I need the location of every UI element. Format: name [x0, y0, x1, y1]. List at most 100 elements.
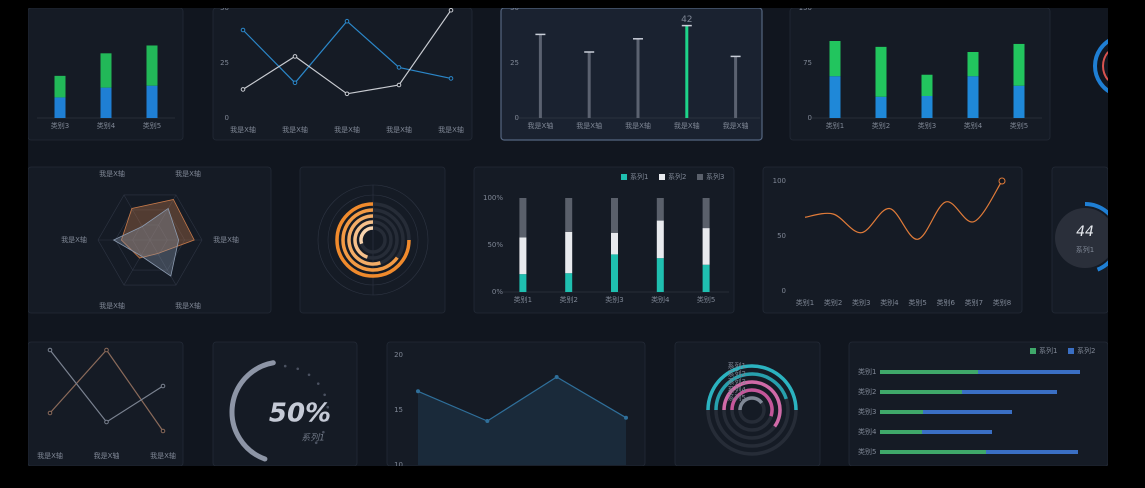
bar-segment: [565, 231, 573, 274]
bar-segment: [100, 87, 112, 118]
bar-segment: [880, 430, 922, 434]
y-tick-label: 150: [799, 4, 812, 12]
x-tick-label: 类别8: [993, 298, 1011, 307]
bar-segment: [880, 370, 978, 374]
radar-spoke: [123, 239, 151, 286]
decor-gauge: [1093, 38, 1108, 94]
x-tick-label: 类别5: [908, 298, 926, 307]
x-tick-label: 类别1: [514, 295, 532, 304]
legend-label: 系列1: [630, 172, 648, 181]
panel: [212, 8, 473, 141]
panel: [762, 166, 1023, 314]
y-tick-label: 10: [394, 461, 403, 469]
bar-segment: [921, 96, 933, 118]
gauge-face: [1055, 208, 1108, 268]
y-tick-label: 25: [510, 59, 519, 67]
bar-segment: [1013, 85, 1025, 118]
radar-label: 我是X轴: [213, 235, 239, 244]
ring-bar: [714, 372, 788, 411]
x-tick-label: 我是X轴: [528, 121, 554, 130]
legend-swatch: [1068, 348, 1074, 354]
bar: [734, 56, 738, 118]
gauge-dot: [323, 393, 326, 397]
ring-bar: [335, 202, 411, 278]
gauge-bar: [229, 360, 276, 462]
bar-segment: [967, 52, 979, 77]
y-tick-label: 类别2: [858, 387, 876, 396]
bar-segment: [978, 370, 1080, 374]
point: [448, 8, 454, 13]
bar-segment: [519, 198, 527, 238]
radar-area: [120, 199, 195, 259]
y-tick-label: 100%: [483, 194, 503, 202]
gauge-bar: [1084, 202, 1108, 272]
point: [448, 76, 454, 81]
x-tick-label: 我是X轴: [723, 121, 749, 130]
x-tick-label: 我是X轴: [438, 125, 464, 134]
gauge-dot: [307, 373, 311, 377]
x-tick-label: 类别5: [697, 295, 715, 304]
bar-segment: [829, 76, 841, 118]
point: [344, 18, 350, 24]
x-tick-label: 我是X轴: [674, 121, 700, 130]
bar-segment: [146, 45, 158, 86]
radar-label: 我是X轴: [99, 301, 125, 310]
panel: [500, 8, 763, 141]
radar-area: [112, 207, 180, 277]
point: [160, 383, 166, 389]
gauge-name: 系列1: [1076, 245, 1094, 254]
x-tick-label: 我是X轴: [625, 121, 651, 130]
y-tick-label: 0%: [492, 288, 503, 296]
y-tick-label: 15: [394, 406, 403, 414]
x-tick-label: 类别2: [872, 121, 890, 130]
bar-segment: [565, 198, 573, 232]
gauge-dot: [283, 364, 287, 368]
y-tick-label: 0: [225, 114, 229, 122]
y-tick-label: 100: [773, 177, 786, 185]
ring-bar: [359, 226, 374, 245]
bar-segment: [880, 450, 986, 454]
panel: [789, 8, 1051, 141]
x-tick-label: 类别4: [880, 298, 899, 307]
point: [292, 54, 298, 59]
point: [104, 419, 109, 425]
gauge-value: 50%: [269, 399, 331, 429]
bar-segment: [656, 220, 664, 259]
legend-label: 系列2: [1077, 346, 1095, 355]
x-tick-label: 我是X轴: [150, 451, 176, 460]
panel: [473, 166, 735, 314]
legend-swatch: [1030, 348, 1036, 354]
bar-segment: [565, 273, 573, 292]
ring-bar: [341, 208, 399, 272]
area: [418, 377, 626, 465]
line: [804, 180, 1003, 240]
bar: [636, 38, 640, 118]
bar-segment: [922, 430, 992, 434]
radar-spoke: [123, 194, 151, 241]
bar-segment: [54, 97, 66, 118]
point: [292, 80, 298, 86]
gauge-dot: [326, 405, 330, 409]
gauge-dot: [326, 418, 329, 422]
bar-segment: [146, 85, 158, 118]
bar: [685, 25, 689, 119]
bar-segment: [702, 264, 710, 292]
legend-swatch: [659, 174, 665, 180]
ring-bar: [347, 214, 381, 266]
y-tick-label: 0: [808, 114, 812, 122]
gauge-dot: [316, 382, 320, 385]
ring-label: 系列1: [728, 361, 746, 370]
x-tick-label: 类别1: [796, 298, 814, 307]
radar-spoke: [149, 194, 177, 241]
bar-segment: [986, 450, 1078, 454]
point: [396, 65, 402, 70]
x-tick-label: 我是X轴: [282, 125, 308, 134]
x-tick-label: 类别2: [559, 295, 577, 304]
x-tick-label: 我是X轴: [94, 451, 120, 460]
bar-segment: [921, 74, 933, 96]
ring-label: 系列2: [728, 369, 746, 378]
ring-label: 系列3: [728, 377, 746, 386]
x-tick-label: 类别6: [936, 298, 955, 307]
